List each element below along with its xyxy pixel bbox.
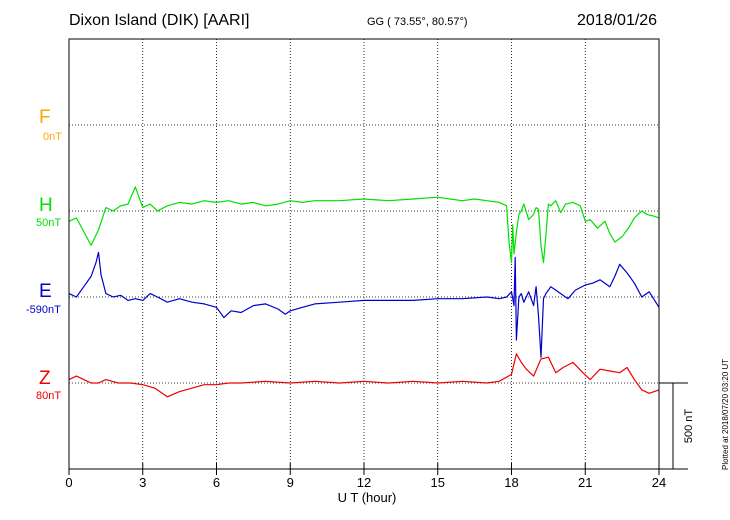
- x-axis-label: U T (hour): [338, 490, 397, 505]
- date-label: 2018/01/26: [577, 12, 658, 29]
- x-tick-label: 21: [578, 475, 592, 490]
- x-tick-label: 12: [357, 475, 371, 490]
- grid-lines: [69, 39, 659, 469]
- x-ticks: 0 3 6 9 12 15 18 21 24: [65, 463, 666, 490]
- x-tick-label: 6: [213, 475, 220, 490]
- component-f-label: F: [39, 107, 51, 128]
- x-tick-label: 3: [139, 475, 146, 490]
- trace-h: [68, 186, 660, 264]
- component-e-label: E: [39, 281, 52, 302]
- geo-coordinates: GG ( 73.55°, 80.57°): [367, 16, 468, 28]
- x-tick-label: 24: [652, 475, 666, 490]
- trace-z: [68, 353, 660, 398]
- scale-bar: 500 nT: [659, 382, 695, 470]
- station-title: Dixon Island (DIK) [AARI]: [69, 12, 250, 29]
- component-z-label: Z: [39, 368, 51, 389]
- traces: [68, 186, 660, 398]
- component-e-offset: -590nT: [26, 304, 61, 316]
- component-z-offset: 80nT: [36, 390, 62, 402]
- x-tick-label: 0: [65, 475, 72, 490]
- scale-bar-label: 500 nT: [683, 409, 695, 444]
- x-tick-label: 9: [287, 475, 294, 490]
- component-h-offset: 50nT: [36, 217, 62, 229]
- plot-frame: [68, 38, 660, 470]
- trace-e: [68, 251, 660, 358]
- x-tick-label: 15: [431, 475, 445, 490]
- component-f-offset: 0nT: [43, 131, 62, 143]
- component-h-label: H: [39, 195, 53, 216]
- x-tick-label: 18: [504, 475, 518, 490]
